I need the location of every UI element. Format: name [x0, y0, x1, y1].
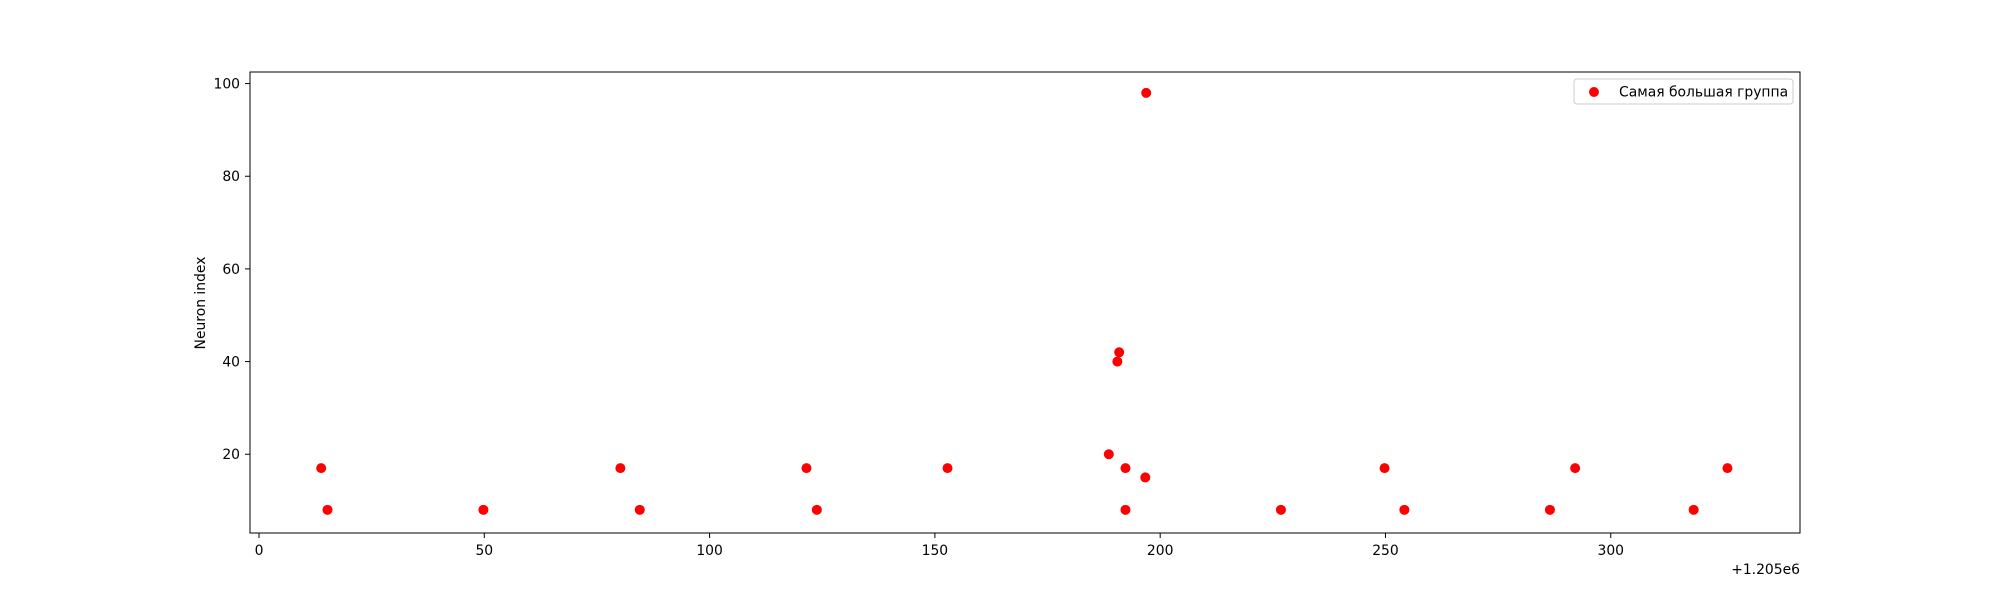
- data-point: [1570, 463, 1581, 474]
- data-point: [1120, 504, 1131, 515]
- data-point: [615, 463, 626, 474]
- x-tick-label: 50: [475, 543, 493, 559]
- data-point: [478, 504, 489, 515]
- y-tick-label: 40: [222, 355, 240, 371]
- data-point: [1544, 504, 1555, 515]
- plot-background: [250, 72, 1800, 533]
- x-axis-ticks: 0 50 100 150 200 250 300: [255, 533, 1624, 559]
- y-tick-label: 80: [222, 169, 240, 185]
- legend-box: [1573, 78, 1794, 105]
- legend: Самая большая группа: [1573, 78, 1794, 105]
- plot-frame: [249, 71, 1801, 534]
- x-tick-label: 200: [1147, 543, 1174, 559]
- x-tick-label: 300: [1597, 543, 1624, 559]
- data-point: [1379, 463, 1390, 474]
- data-point: [1112, 356, 1123, 367]
- data-point: [1722, 463, 1733, 474]
- data-point: [1103, 449, 1114, 460]
- y-tick-label: 60: [222, 262, 240, 278]
- y-tick-label: 100: [213, 77, 240, 93]
- x-tick-label: 150: [922, 543, 949, 559]
- y-axis-ticks: 20 40 60 80 100: [213, 77, 250, 463]
- y-axis-label: Neuron index: [193, 257, 209, 350]
- data-point: [316, 463, 327, 474]
- data-point: [942, 463, 953, 474]
- data-point: [1399, 504, 1410, 515]
- plot-area: [249, 71, 1801, 534]
- legend-marker: [1589, 87, 1599, 97]
- x-offset-label: +1.205e6: [1731, 562, 1800, 578]
- x-tick-label: 250: [1372, 543, 1399, 559]
- data-point: [1141, 87, 1152, 98]
- data-point: [1688, 504, 1699, 515]
- data-point: [811, 504, 822, 515]
- x-tick-label: 100: [696, 543, 723, 559]
- data-point: [322, 504, 333, 515]
- legend-label: Самая большая группа: [1619, 85, 1788, 101]
- y-tick-label: 20: [222, 447, 240, 463]
- x-tick-label: 0: [255, 543, 264, 559]
- data-point: [1140, 472, 1151, 483]
- data-point: [801, 463, 812, 474]
- data-point: [1120, 463, 1131, 474]
- data-point: [1114, 347, 1125, 358]
- data-point: [1275, 504, 1286, 515]
- data-points: [316, 87, 1733, 515]
- data-point: [634, 504, 645, 515]
